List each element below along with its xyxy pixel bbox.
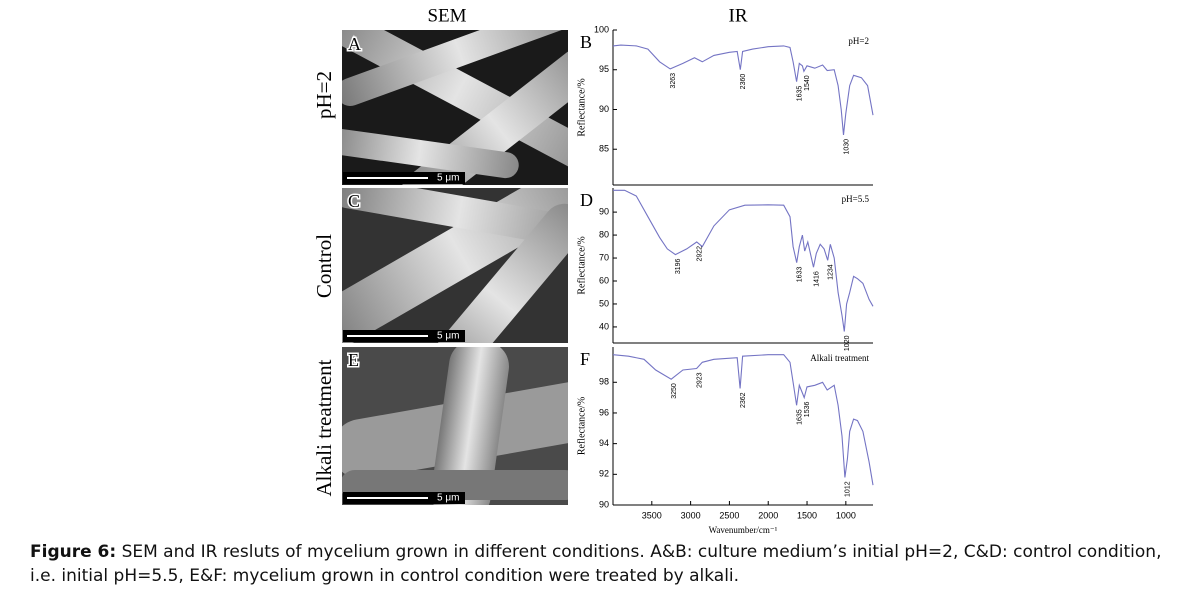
peak-label: 2922: [697, 246, 704, 262]
scale-label: 5 μm: [437, 173, 459, 184]
x-tick-label: 1000: [836, 510, 856, 520]
y-tick-label: 70: [599, 252, 609, 262]
y-tick-label: 80: [599, 229, 609, 239]
y-tick-label: 90: [599, 104, 609, 114]
peak-label: 3263: [670, 73, 677, 89]
y-axis-label: Reflectance/%: [576, 397, 587, 455]
peak-label: 1012: [845, 481, 852, 497]
y-tick-label: 50: [599, 298, 609, 308]
x-tick-label: 2000: [758, 510, 778, 520]
panel-letter: D: [580, 190, 593, 210]
sem-header: SEM: [427, 5, 466, 26]
sem-image: [342, 188, 568, 343]
sem-image: [342, 347, 568, 505]
y-tick-label: 96: [599, 407, 609, 417]
panel-letter: F: [580, 349, 590, 369]
ir-header: IR: [729, 5, 748, 26]
peak-label: 2362: [740, 392, 747, 408]
y-tick-label: 92: [599, 469, 609, 479]
peak-label: 1540: [804, 75, 811, 91]
peak-label: 1635: [796, 86, 803, 102]
x-tick-label: 1500: [797, 510, 817, 520]
peak-label: 1416: [813, 271, 820, 287]
y-tick-label: 100: [594, 24, 609, 34]
peak-label: 2923: [696, 372, 703, 388]
sem-panel-letter: A: [348, 34, 361, 54]
y-tick-label: 98: [599, 377, 609, 387]
spectrum: [613, 189, 874, 332]
y-tick-label: 95: [599, 64, 609, 74]
sem-image: [342, 30, 568, 185]
scale-label: 5 μm: [437, 493, 459, 504]
row-label: Control: [312, 234, 336, 298]
caption: Figure 6: SEM and IR resluts of mycelium…: [30, 540, 1165, 588]
y-tick-label: 90: [599, 206, 609, 216]
sem-panel-letter: C: [348, 191, 360, 211]
y-tick-label: 90: [599, 499, 609, 509]
x-tick-label: 2500: [719, 510, 739, 520]
scale-label: 5 μm: [437, 331, 459, 342]
peak-label: 1234: [828, 264, 835, 280]
row-label: Alkali treatment: [312, 359, 336, 496]
x-tick-label: 3500: [642, 510, 662, 520]
spectrum: [612, 354, 874, 486]
annotation: pH=5.5: [842, 194, 870, 204]
sem-panel-letter: E: [348, 350, 359, 370]
caption-text: SEM and IR resluts of mycelium grown in …: [30, 542, 1162, 586]
panel-letter: B: [580, 32, 592, 52]
x-axis-label: Wavenumber/cm⁻¹: [709, 525, 778, 535]
peak-label: 2360: [740, 74, 747, 90]
y-tick-label: 94: [599, 438, 609, 448]
peak-label: 1635: [796, 409, 803, 425]
peak-label: 1633: [797, 267, 804, 283]
y-tick-label: 40: [599, 321, 609, 331]
y-tick-label: 60: [599, 275, 609, 285]
y-tick-label: 85: [599, 144, 609, 154]
row-label: pH=2: [312, 71, 336, 119]
peak-label: 1030: [843, 139, 850, 155]
peak-label: 3196: [675, 258, 682, 274]
scale-bar: [343, 172, 465, 504]
figure: SEM IR A C E 5 μm 5 μm 5 μm pH=2 Control…: [312, 5, 874, 535]
spectrum: [612, 44, 874, 135]
x-tick-label: 3000: [681, 510, 701, 520]
peak-label: 3250: [671, 383, 678, 399]
annotation: Alkali treatment: [810, 353, 869, 363]
peak-label: 1536: [804, 402, 811, 418]
annotation: pH=2: [848, 36, 869, 46]
y-axis-label: Reflectance/%: [576, 78, 587, 136]
caption-label: Figure 6:: [30, 542, 117, 562]
y-axis-label: Reflectance/%: [576, 236, 587, 294]
peak-label: 1020: [844, 335, 851, 351]
